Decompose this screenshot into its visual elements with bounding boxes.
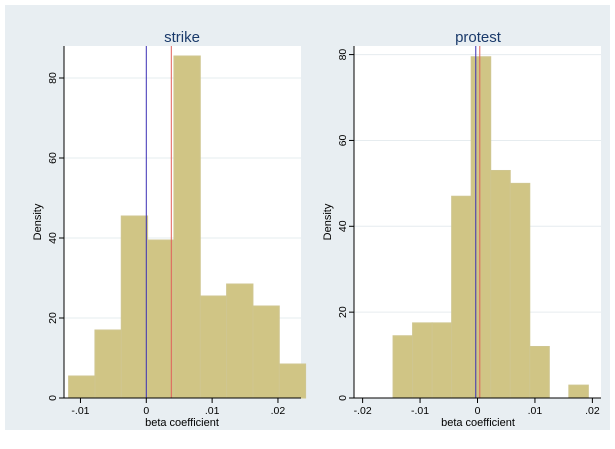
x-ticks-protest: -.02 -.01 0 .01 .02 — [354, 398, 600, 417]
y-tick-label-protest-20: 20 — [337, 306, 349, 318]
y-axis-label-protest: Density — [322, 203, 334, 240]
x-tick-label-strike-0: 0 — [143, 405, 149, 417]
y-ticks-strike: 0 20 40 60 80 — [47, 72, 64, 401]
y-tick-label-strike-60: 60 — [47, 152, 59, 164]
bar-protest-1 — [412, 322, 433, 399]
y-tick-label-protest-0: 0 — [337, 395, 349, 401]
x-tick-label-protest--.02: -.02 — [354, 405, 372, 417]
y-tick-label-strike-80: 80 — [47, 72, 59, 84]
panel-title-protest: protest — [455, 29, 502, 46]
bar-strike-1 — [94, 329, 122, 399]
bar-protest-0 — [392, 335, 414, 399]
x-tick-label-protest-.02: .02 — [585, 405, 600, 417]
bar-strike-4 — [173, 55, 201, 399]
bar-strike-0 — [68, 375, 96, 399]
ref-lines-strike — [145, 46, 172, 398]
x-tick-label-protest-.01: .01 — [528, 405, 543, 417]
bar-strike-7 — [252, 305, 280, 399]
x-axis-label-protest: beta coefficient — [441, 417, 515, 429]
bar-protest-4 — [470, 56, 492, 399]
y-tick-label-protest-60: 60 — [337, 134, 349, 146]
bar-protest-3 — [451, 195, 472, 399]
bar-strike-6 — [226, 283, 254, 399]
panel-title-strike: strike — [164, 29, 200, 46]
x-tick-label-strike--.01: -.01 — [71, 405, 89, 417]
y-tick-label-strike-40: 40 — [47, 232, 59, 244]
y-tick-label-protest-40: 40 — [337, 220, 349, 232]
bar-strike-3 — [147, 239, 175, 399]
panel-strike: strike Density beta coefficient 0 20 40 60 8… — [32, 29, 307, 429]
y-ticks-protest: 0 20 40 60 80 — [337, 49, 354, 401]
x-tick-label-protest-0: 0 — [475, 405, 481, 417]
bar-protest-7 — [529, 345, 550, 399]
bar-protest-9 — [568, 384, 589, 399]
bar-protest-6 — [509, 182, 531, 399]
panel-protest: protest Density beta coefficient 0 20 40 60… — [322, 29, 601, 429]
bar-protest-2 — [431, 322, 453, 399]
x-tick-label-strike-.01: .01 — [205, 405, 220, 417]
x-axis-label-strike: beta coefficient — [145, 417, 219, 429]
x-tick-label-protest--.01: -.01 — [411, 405, 429, 417]
x-ticks-strike: -.01 0 .01 .02 — [71, 398, 285, 417]
y-tick-label-strike-20: 20 — [47, 312, 59, 324]
y-axis-label-strike: Density — [32, 203, 44, 240]
bar-strike-8 — [278, 363, 307, 399]
bar-strike-2 — [120, 215, 149, 399]
y-tick-label-protest-80: 80 — [337, 49, 349, 61]
ref-lines-protest — [475, 46, 481, 398]
bar-protest-5 — [490, 169, 511, 399]
bar-strike-5 — [199, 295, 228, 399]
bars-strike — [68, 55, 307, 399]
x-tick-label-strike-.02: .02 — [271, 405, 286, 417]
y-tick-label-strike-0: 0 — [47, 395, 59, 401]
